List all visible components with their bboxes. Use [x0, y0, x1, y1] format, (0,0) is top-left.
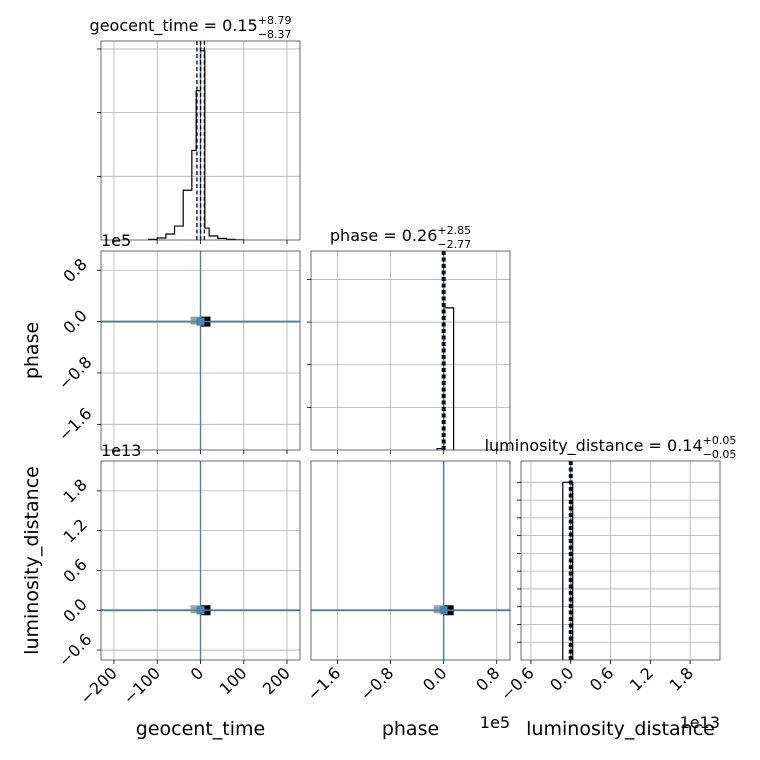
panel-frame — [310, 460, 511, 661]
histogram-bin — [205, 228, 209, 240]
ytick-label: 1.2 — [59, 515, 90, 546]
text-layer: geocent_time = 0.15+8.79−8.37 1e5 0.8 0.0 −0… — [21, 14, 736, 740]
frames-layer — [97, 40, 721, 664]
panel-data-hist-luminosity_distance — [562, 461, 574, 660]
panel-title: luminosity_distance = 0.14+0.05 — [485, 434, 737, 456]
truth-marker — [196, 317, 205, 326]
ytick-label: 0.0 — [59, 595, 90, 626]
panel-data-hist-phase — [436, 251, 455, 450]
xtick-label: 0.0 — [419, 663, 450, 694]
histogram-step — [147, 50, 245, 240]
histogram-bin — [175, 226, 184, 240]
truth-marker — [196, 606, 205, 615]
histogram-bin — [209, 236, 218, 240]
xtick-label: 0.6 — [586, 663, 617, 694]
title-sub: −2.77 — [437, 238, 471, 251]
ytick-label: 1.8 — [59, 475, 90, 506]
grid-layer — [101, 41, 720, 660]
x-axis-label: luminosity_distance — [526, 718, 715, 740]
density-cell — [190, 316, 201, 325]
ytick-label: −0.6 — [55, 630, 96, 671]
panel-frame — [520, 460, 721, 661]
ytick-label: −0.8 — [55, 353, 96, 394]
xtick-label: −0.6 — [497, 663, 538, 704]
y-axis-label-luminosity-distance: luminosity_distance — [21, 466, 43, 655]
x-axis-label: phase — [382, 718, 439, 740]
histogram-bin — [166, 234, 175, 240]
title-sup: +8.79 — [258, 14, 292, 27]
y-axis-label-phase: phase — [21, 322, 43, 379]
panel-frame — [310, 250, 511, 451]
title-sup: +0.05 — [703, 434, 737, 447]
title-sup: +2.85 — [437, 224, 471, 237]
histogram-bin — [192, 150, 196, 240]
density-cell — [433, 605, 444, 614]
xtick-label: −100 — [120, 663, 165, 708]
ytick-label: −1.6 — [55, 404, 96, 445]
xtick-label: 100 — [216, 663, 251, 698]
xtick-label: −200 — [76, 663, 121, 708]
xtick-label: 200 — [259, 663, 294, 698]
density-cell — [190, 605, 201, 614]
offset-text: 1e5 — [480, 713, 510, 732]
offset-text: 1e13 — [680, 713, 720, 732]
xtick-label: −0.8 — [357, 663, 398, 704]
offset-text: 1e13 — [101, 441, 141, 460]
ytick-label: 0.6 — [59, 555, 90, 586]
panel-data-scatter-luminosity_distance-vs-phase — [311, 461, 510, 660]
xtick-label: 0.0 — [546, 663, 577, 694]
truth-marker — [439, 606, 448, 615]
panel-title: phase = 0.26+2.85 — [330, 224, 471, 245]
data-layer — [101, 41, 574, 660]
histogram-bin — [183, 190, 192, 240]
panel-data-hist-geocent_time — [147, 41, 245, 240]
panel-title: geocent_time = 0.15+8.79 — [90, 14, 292, 36]
title-main: phase = 0.26 — [330, 226, 437, 245]
ytick-label: 0.8 — [59, 255, 90, 286]
panel-data-scatter-luminosity_distance-vs-geocent_time — [101, 461, 300, 660]
title-sub: −8.37 — [258, 28, 292, 41]
ytick-label: 0.0 — [59, 306, 90, 337]
offset-text: 1e5 — [101, 231, 131, 250]
xtick-label: −1.6 — [303, 663, 344, 704]
xtick-label: 1.8 — [666, 663, 697, 694]
xtick-label: 1.2 — [626, 663, 657, 694]
xtick-label: 0 — [187, 663, 208, 684]
panel-data-scatter-phase-vs-geocent_time — [101, 251, 300, 450]
title-sub: −0.05 — [703, 448, 737, 461]
x-axis-label: geocent_time — [136, 718, 265, 740]
title-main: luminosity_distance = 0.14 — [485, 436, 703, 456]
title-main: geocent_time = 0.15 — [90, 16, 258, 36]
